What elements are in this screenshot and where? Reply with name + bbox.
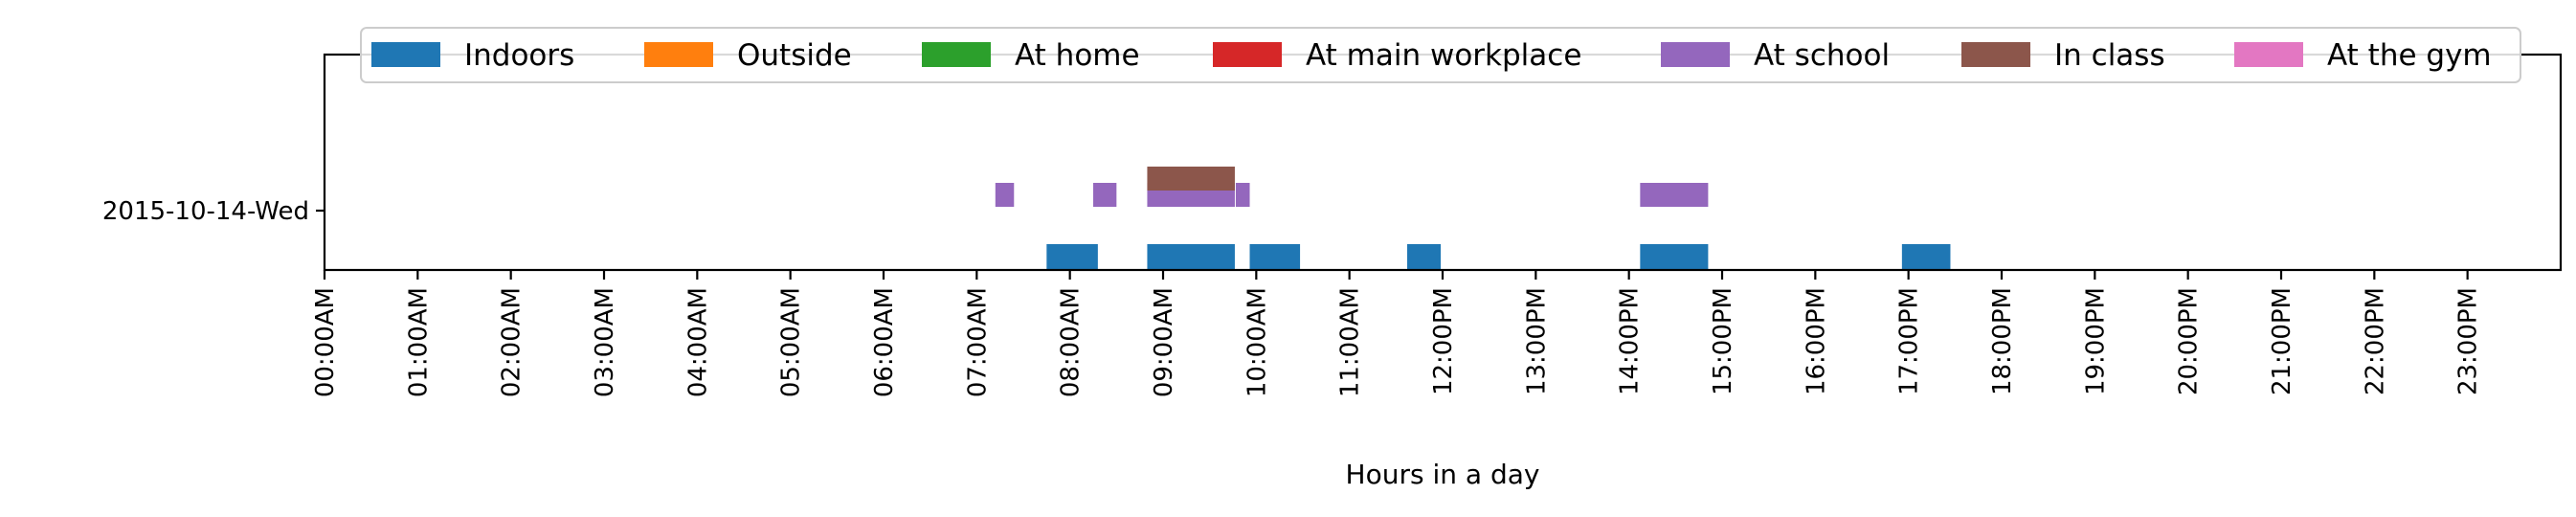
x-tick-label: 04:00AM [683, 287, 712, 397]
legend-label-outside: Outside [737, 38, 852, 73]
x-tick-label: 05:00AM [777, 287, 806, 397]
x-tick-label: 23:00PM [2454, 287, 2483, 395]
x-tick-label: 18:00PM [1988, 287, 2017, 395]
legend-label-at-school: At school [1754, 38, 1890, 73]
legend-swatch-indoors [371, 42, 440, 67]
x-tick-label: 03:00AM [591, 287, 619, 397]
legend-swatch-at-the-gym [2234, 42, 2303, 67]
x-axis-title: Hours in a day [1346, 459, 1540, 490]
bar-indoors-2 [1249, 244, 1301, 269]
x-tick-label: 17:00PM [1895, 287, 1924, 395]
bar-at-school-0 [995, 183, 1015, 207]
legend-frame [360, 27, 2521, 83]
x-tick-label: 01:00AM [404, 287, 433, 397]
legend-label-at-main-workplace: At main workplace [1306, 38, 1581, 73]
legend-swatch-at-home [922, 42, 991, 67]
x-tick-label: 11:00AM [1336, 287, 1365, 397]
legend-label-indoors: Indoors [464, 38, 574, 73]
x-tick-label: 12:00PM [1429, 287, 1458, 395]
x-tick-label: 19:00PM [2081, 287, 2110, 395]
x-tick-label: 10:00AM [1243, 287, 1271, 397]
x-tick-label: 02:00AM [498, 287, 526, 397]
bar-in-class-0 [1147, 167, 1235, 191]
bar-at-school-1 [1093, 183, 1117, 207]
x-tick-label: 20:00PM [2175, 287, 2204, 395]
y-tick-label: 2015-10-14-Wed [102, 197, 309, 226]
legend-swatch-outside [644, 42, 713, 67]
x-tick-label: 00:00AM [311, 287, 340, 397]
x-tick-label: 21:00PM [2268, 287, 2296, 395]
x-tick-label: 06:00AM [870, 287, 899, 397]
legend-label-at-home: At home [1015, 38, 1140, 73]
bars-layer [995, 167, 1951, 269]
bar-at-school-3 [1235, 183, 1250, 207]
bar-at-school-4 [1640, 183, 1709, 207]
legend-label-in-class: In class [2054, 38, 2165, 73]
legend-swatch-at-main-workplace [1213, 42, 1282, 67]
x-tick-label: 14:00PM [1616, 287, 1645, 395]
x-tick-label: 16:00PM [1802, 287, 1830, 395]
x-tick-label: 15:00PM [1709, 287, 1737, 395]
legend: Indoors Outside At home At main workplace At… [360, 27, 2521, 83]
bar-indoors-5 [1901, 244, 1951, 269]
x-tick-label: 09:00AM [1150, 287, 1178, 397]
y-axis: 2015-10-14-Wed [102, 197, 325, 226]
bar-indoors-0 [1046, 244, 1098, 269]
x-tick-label: 08:00AM [1057, 287, 1086, 397]
legend-swatch-at-school [1661, 42, 1730, 67]
bar-indoors-4 [1640, 244, 1709, 269]
legend-label-at-the-gym: At the gym [2327, 38, 2492, 73]
x-tick-label: 22:00PM [2361, 287, 2389, 395]
plot-frame [323, 53, 2563, 272]
bar-indoors-1 [1147, 244, 1235, 269]
bar-indoors-3 [1407, 244, 1442, 269]
legend-swatch-in-class [1961, 42, 2030, 67]
x-tick-label: 13:00PM [1522, 287, 1551, 395]
x-tick-label: 07:00AM [963, 287, 992, 397]
x-axis: 00:00AM 01:00AM 02:00AM 03:00AM 04:00AM 05:00… [311, 270, 2483, 397]
